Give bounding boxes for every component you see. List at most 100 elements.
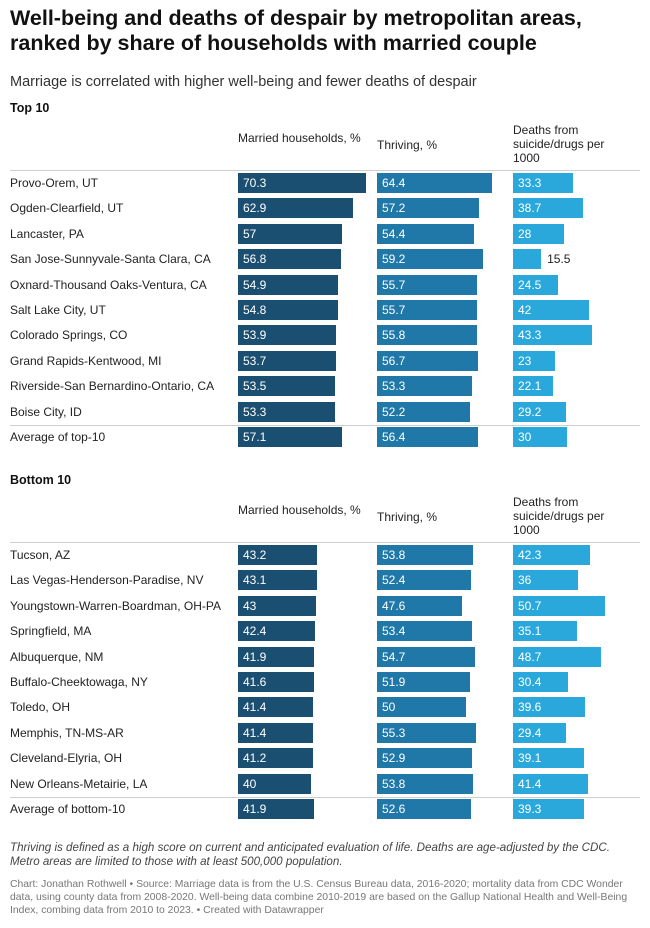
data-label: 40 xyxy=(243,776,257,791)
bar-deaths xyxy=(513,799,585,819)
bar-thriving xyxy=(377,748,472,769)
data-label: 57 xyxy=(243,226,257,241)
bar-married xyxy=(238,427,342,447)
bar-married xyxy=(238,697,314,718)
bar-thriving xyxy=(377,325,477,346)
data-label: 57.2 xyxy=(382,201,406,216)
data-label: 43.2 xyxy=(243,548,267,562)
row-label: Average of top-10 xyxy=(10,430,106,444)
bar-deaths xyxy=(513,748,584,769)
data-label: 52.2 xyxy=(382,404,406,419)
data-label: 57.1 xyxy=(243,430,267,444)
bar-deaths xyxy=(513,672,569,692)
row-label: Average of bottom-10 xyxy=(10,802,126,816)
data-label: 28 xyxy=(518,226,532,241)
data-label: 39.3 xyxy=(518,802,542,816)
row-label: Salt Lake City, UT xyxy=(10,303,106,317)
bar-married xyxy=(238,223,342,244)
data-label: 41.9 xyxy=(243,802,267,816)
bar-married xyxy=(238,748,313,769)
chart-subtitle: Marriage is correlated with higher well-… xyxy=(10,74,477,90)
column-header-thriving: Thriving, % xyxy=(377,510,438,524)
bar-deaths xyxy=(513,646,602,667)
data-label: 56.8 xyxy=(243,252,267,267)
bar-deaths xyxy=(513,274,558,295)
bar-thriving xyxy=(377,621,473,642)
data-label: 41.4 xyxy=(518,776,542,791)
footnote: Thriving is defined as a high score on c… xyxy=(10,841,611,868)
bar-married xyxy=(238,173,366,193)
bar-married xyxy=(238,350,336,371)
bar-deaths xyxy=(513,325,592,346)
bar-married xyxy=(238,672,314,692)
bar-married xyxy=(238,249,342,270)
bar-deaths xyxy=(513,350,555,371)
bar-deaths xyxy=(513,722,567,743)
data-label: 47.6 xyxy=(382,598,406,613)
data-label: 55.3 xyxy=(382,725,406,740)
bar-thriving xyxy=(377,545,474,565)
bar-married xyxy=(238,799,315,819)
bar-married xyxy=(238,401,335,422)
column-header-deaths: Deaths from suicide/drugs per 1000 xyxy=(513,495,605,537)
bar-deaths xyxy=(513,249,542,270)
data-label: 38.7 xyxy=(518,201,542,216)
data-label: 43 xyxy=(243,598,257,613)
row-label: Lancaster, PA xyxy=(10,226,84,241)
data-label: 52.9 xyxy=(382,751,406,766)
bar-thriving xyxy=(377,697,467,718)
bar-married xyxy=(238,325,337,346)
bar-married xyxy=(238,274,338,295)
data-label: 53.8 xyxy=(382,776,406,791)
row-label: Cleveland-Elyria, OH xyxy=(10,751,123,766)
data-label: 52.4 xyxy=(382,573,406,588)
data-label: 53.5 xyxy=(243,379,267,394)
bar-thriving xyxy=(377,173,492,193)
bar-deaths xyxy=(513,570,579,591)
bar-deaths xyxy=(513,300,590,320)
bar-married xyxy=(238,545,317,565)
bar-married xyxy=(238,570,317,591)
bar-thriving xyxy=(377,300,477,320)
data-label: 64.4 xyxy=(382,176,406,190)
data-label: 53.9 xyxy=(243,328,267,343)
bar-thriving xyxy=(377,427,478,447)
bar-thriving xyxy=(377,350,479,371)
data-label: 29.4 xyxy=(518,725,542,740)
row-label: Oxnard-Thousand Oaks-Ventura, CA xyxy=(10,277,207,292)
bar-thriving xyxy=(377,595,462,616)
bar-deaths xyxy=(513,621,577,642)
data-label: 24.5 xyxy=(518,277,542,292)
data-label: 62.9 xyxy=(243,201,267,216)
data-label: 30.4 xyxy=(518,675,542,689)
bar-deaths xyxy=(513,223,564,244)
row-label: Tucson, AZ xyxy=(10,548,71,562)
bar-thriving xyxy=(377,198,480,219)
bar-married xyxy=(238,773,311,794)
bar-thriving xyxy=(377,722,476,743)
bar-deaths xyxy=(513,401,566,422)
header-divider xyxy=(10,170,640,171)
column-header-married: Married households, % xyxy=(238,503,361,517)
data-label: 54.4 xyxy=(382,226,406,241)
data-label: 53.4 xyxy=(382,624,406,639)
data-label: 42 xyxy=(518,303,532,317)
data-label: 29.2 xyxy=(518,404,542,419)
row-label: Memphis, TN-MS-AR xyxy=(10,725,124,740)
data-label: 42.3 xyxy=(518,548,542,562)
data-label: 41.9 xyxy=(243,649,267,664)
data-label: 43.1 xyxy=(243,573,267,588)
data-label: 54.9 xyxy=(243,277,267,292)
data-label: 54.8 xyxy=(243,303,267,317)
bar-thriving xyxy=(377,223,475,244)
row-label: Youngstown-Warren-Boardman, OH-PA xyxy=(10,598,221,613)
data-label: 23 xyxy=(518,353,532,368)
bar-married xyxy=(238,646,315,667)
data-label: 51.9 xyxy=(382,675,406,689)
data-label: 41.4 xyxy=(243,700,267,715)
average-divider xyxy=(10,797,640,798)
row-label: Buffalo-Cheektowaga, NY xyxy=(10,675,148,689)
data-label: 70.3 xyxy=(243,176,267,190)
data-label: 36 xyxy=(518,573,532,588)
data-label: 53.8 xyxy=(382,548,406,562)
